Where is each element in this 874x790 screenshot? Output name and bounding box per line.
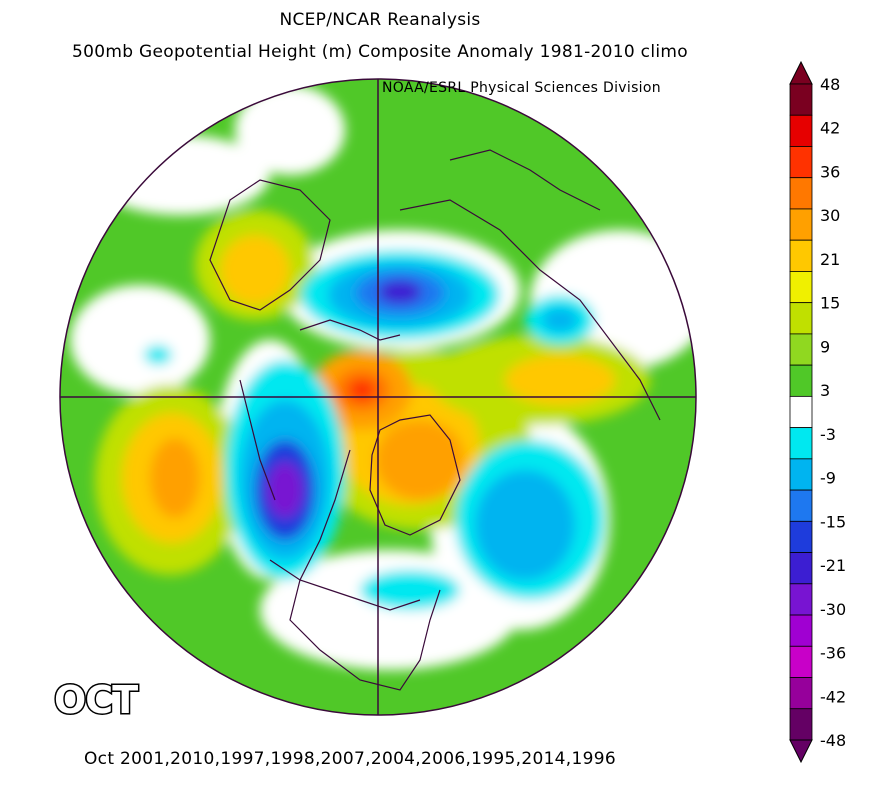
years-label: Oct 2001,2010,1997,1998,2007,2004,2006,1… (84, 749, 616, 769)
title-line-2: 500mb Geopotential Height (m) Composite … (72, 42, 688, 62)
colorbar-arrow-top (789, 60, 813, 85)
colorbar-swatch (789, 83, 813, 116)
colorbar-label: -21 (820, 556, 846, 575)
colorbar-label: 30 (820, 206, 840, 225)
coastlines (209, 149, 661, 691)
anomaly-field (60, 79, 696, 715)
colorbar-swatch (789, 302, 813, 335)
colorbar-label: 42 (820, 119, 840, 138)
colorbar-arrow-bottom (789, 739, 813, 764)
colorbar-label: 21 (820, 250, 840, 269)
colorbar-swatch (789, 239, 813, 272)
colorbar: 48 42 36 30 21 15 9 3 -3 -9 -15 -21 -30 -36 -42 -48 (789, 60, 846, 764)
colorbar-label: -3 (820, 425, 836, 444)
colorbar-swatch (789, 489, 813, 522)
colorbar-swatch (789, 364, 813, 397)
colorbar-swatch (789, 146, 813, 179)
colorbar-label: 3 (820, 381, 830, 400)
colorbar-swatch (789, 208, 813, 241)
colorbar-label: -48 (820, 731, 846, 750)
credit-label: NOAA/ESRL Physical Sciences Division (382, 80, 661, 96)
colorbar-swatch (789, 333, 813, 366)
colorbar-swatch (789, 552, 813, 585)
colorbar-swatch (789, 677, 813, 710)
colorbar-swatch (789, 114, 813, 147)
title-line-1: NCEP/NCAR Reanalysis (279, 10, 481, 30)
colorbar-swatch (789, 520, 813, 553)
colorbar-swatch (789, 708, 813, 741)
colorbar-label: -30 (820, 600, 846, 619)
colorbar-label: 36 (820, 162, 840, 181)
colorbar-label: -9 (820, 469, 836, 488)
colorbar-swatch (789, 427, 813, 460)
month-label: OCT (52, 677, 139, 724)
colorbar-label: 15 (820, 294, 840, 313)
colorbar-label: -15 (820, 512, 846, 531)
colorbar-swatch (789, 583, 813, 616)
map-border (59, 78, 697, 716)
colorbar-swatch (789, 458, 813, 491)
colorbar-swatch (789, 271, 813, 304)
colorbar-label: 9 (820, 337, 830, 356)
colorbar-label: 48 (820, 75, 840, 94)
colorbar-swatch (789, 395, 813, 429)
colorbar-swatch (789, 177, 813, 210)
colorbar-swatch (789, 614, 813, 647)
colorbar-label: -36 (820, 644, 846, 663)
colorbar-label: -42 (820, 687, 846, 706)
colorbar-swatch (789, 645, 813, 678)
